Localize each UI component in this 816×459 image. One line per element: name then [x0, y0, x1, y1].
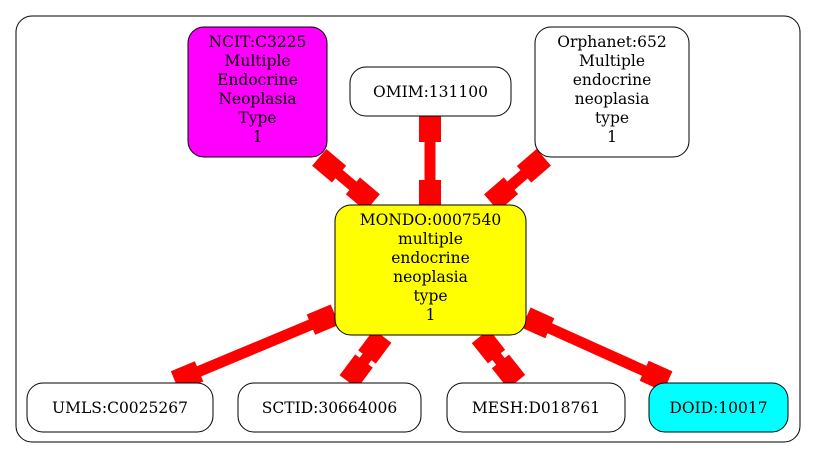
node-label-line: UMLS:C0025267: [52, 399, 188, 417]
node-orphanet-652[interactable]: Orphanet:652 Multiple endocrine neoplasi…: [534, 26, 690, 158]
node-box: [446, 382, 626, 433]
node-label-line: 1: [607, 128, 617, 146]
node-label-line: neoplasia: [575, 90, 650, 108]
node-label-line: Neoplasia: [218, 90, 296, 108]
edge-endpoint-box: [516, 149, 551, 183]
node-label-line: OMIM:131100: [373, 83, 488, 101]
node-label-line: MONDO:0007540: [360, 211, 502, 229]
node-box: [349, 66, 512, 117]
node-box: [26, 382, 214, 433]
edge-endpoint-box: [306, 304, 340, 335]
edge-endpoint-box: [358, 329, 392, 364]
node-label-line: neoplasia: [393, 268, 468, 286]
node-label-line: multiple: [398, 230, 463, 248]
node-label-line: Type: [238, 109, 276, 127]
node-sctid-30664006[interactable]: SCTID:30664006: [237, 382, 422, 433]
node-mondo-0007540[interactable]: MONDO:0007540 multiple endocrine neoplas…: [334, 204, 527, 336]
node-label-line: type: [413, 287, 447, 305]
node-label-line: endocrine: [391, 249, 470, 267]
node-label-line: NCIT:C3225: [209, 33, 307, 51]
node-box: [334, 204, 527, 336]
edge-endpoint-box: [491, 354, 526, 389]
node-label-line: Endocrine: [217, 71, 298, 89]
edge-endpoint-box: [312, 148, 347, 183]
edge-endpoint-box: [419, 180, 441, 206]
edge-endpoint-box: [471, 329, 506, 364]
node-label-line: DOID:10017: [669, 399, 767, 417]
edge-endpoint-box: [521, 307, 555, 339]
node-ncit-c3225[interactable]: NCIT:C3225 Multiple Endocrine Neoplasia …: [187, 26, 328, 158]
edge-endpoint-box: [345, 177, 380, 212]
edge-endpoint-box: [339, 354, 373, 389]
node-label-line: Multiple: [579, 52, 645, 70]
edge-endpoint-box: [419, 116, 441, 142]
node-box: [187, 26, 328, 158]
node-label-line: MESH:D018761: [472, 399, 600, 417]
edge-doid-mondo: [524, 312, 670, 387]
node-box: [237, 382, 422, 433]
node-label-line: type: [595, 109, 629, 127]
node-box: [648, 382, 789, 433]
edge-endpoint-box: [484, 177, 519, 211]
node-doid-10017[interactable]: DOID:10017: [648, 382, 789, 433]
node-umls-c0025267[interactable]: UMLS:C0025267: [26, 382, 214, 433]
node-label-line: SCTID:30664006: [262, 399, 397, 417]
edge-umls-mondo: [173, 309, 337, 387]
node-mesh-d018761[interactable]: MESH:D018761: [446, 382, 626, 433]
node-label-line: 1: [253, 128, 263, 146]
node-label-line: Multiple: [224, 52, 290, 70]
node-box: [534, 26, 690, 158]
node-label-line: endocrine: [573, 71, 652, 89]
edges: [170, 116, 673, 392]
node-label-line: 1: [426, 306, 436, 324]
node-label-line: Orphanet:652: [557, 33, 666, 51]
node-omim-131100[interactable]: OMIM:131100: [349, 66, 512, 117]
